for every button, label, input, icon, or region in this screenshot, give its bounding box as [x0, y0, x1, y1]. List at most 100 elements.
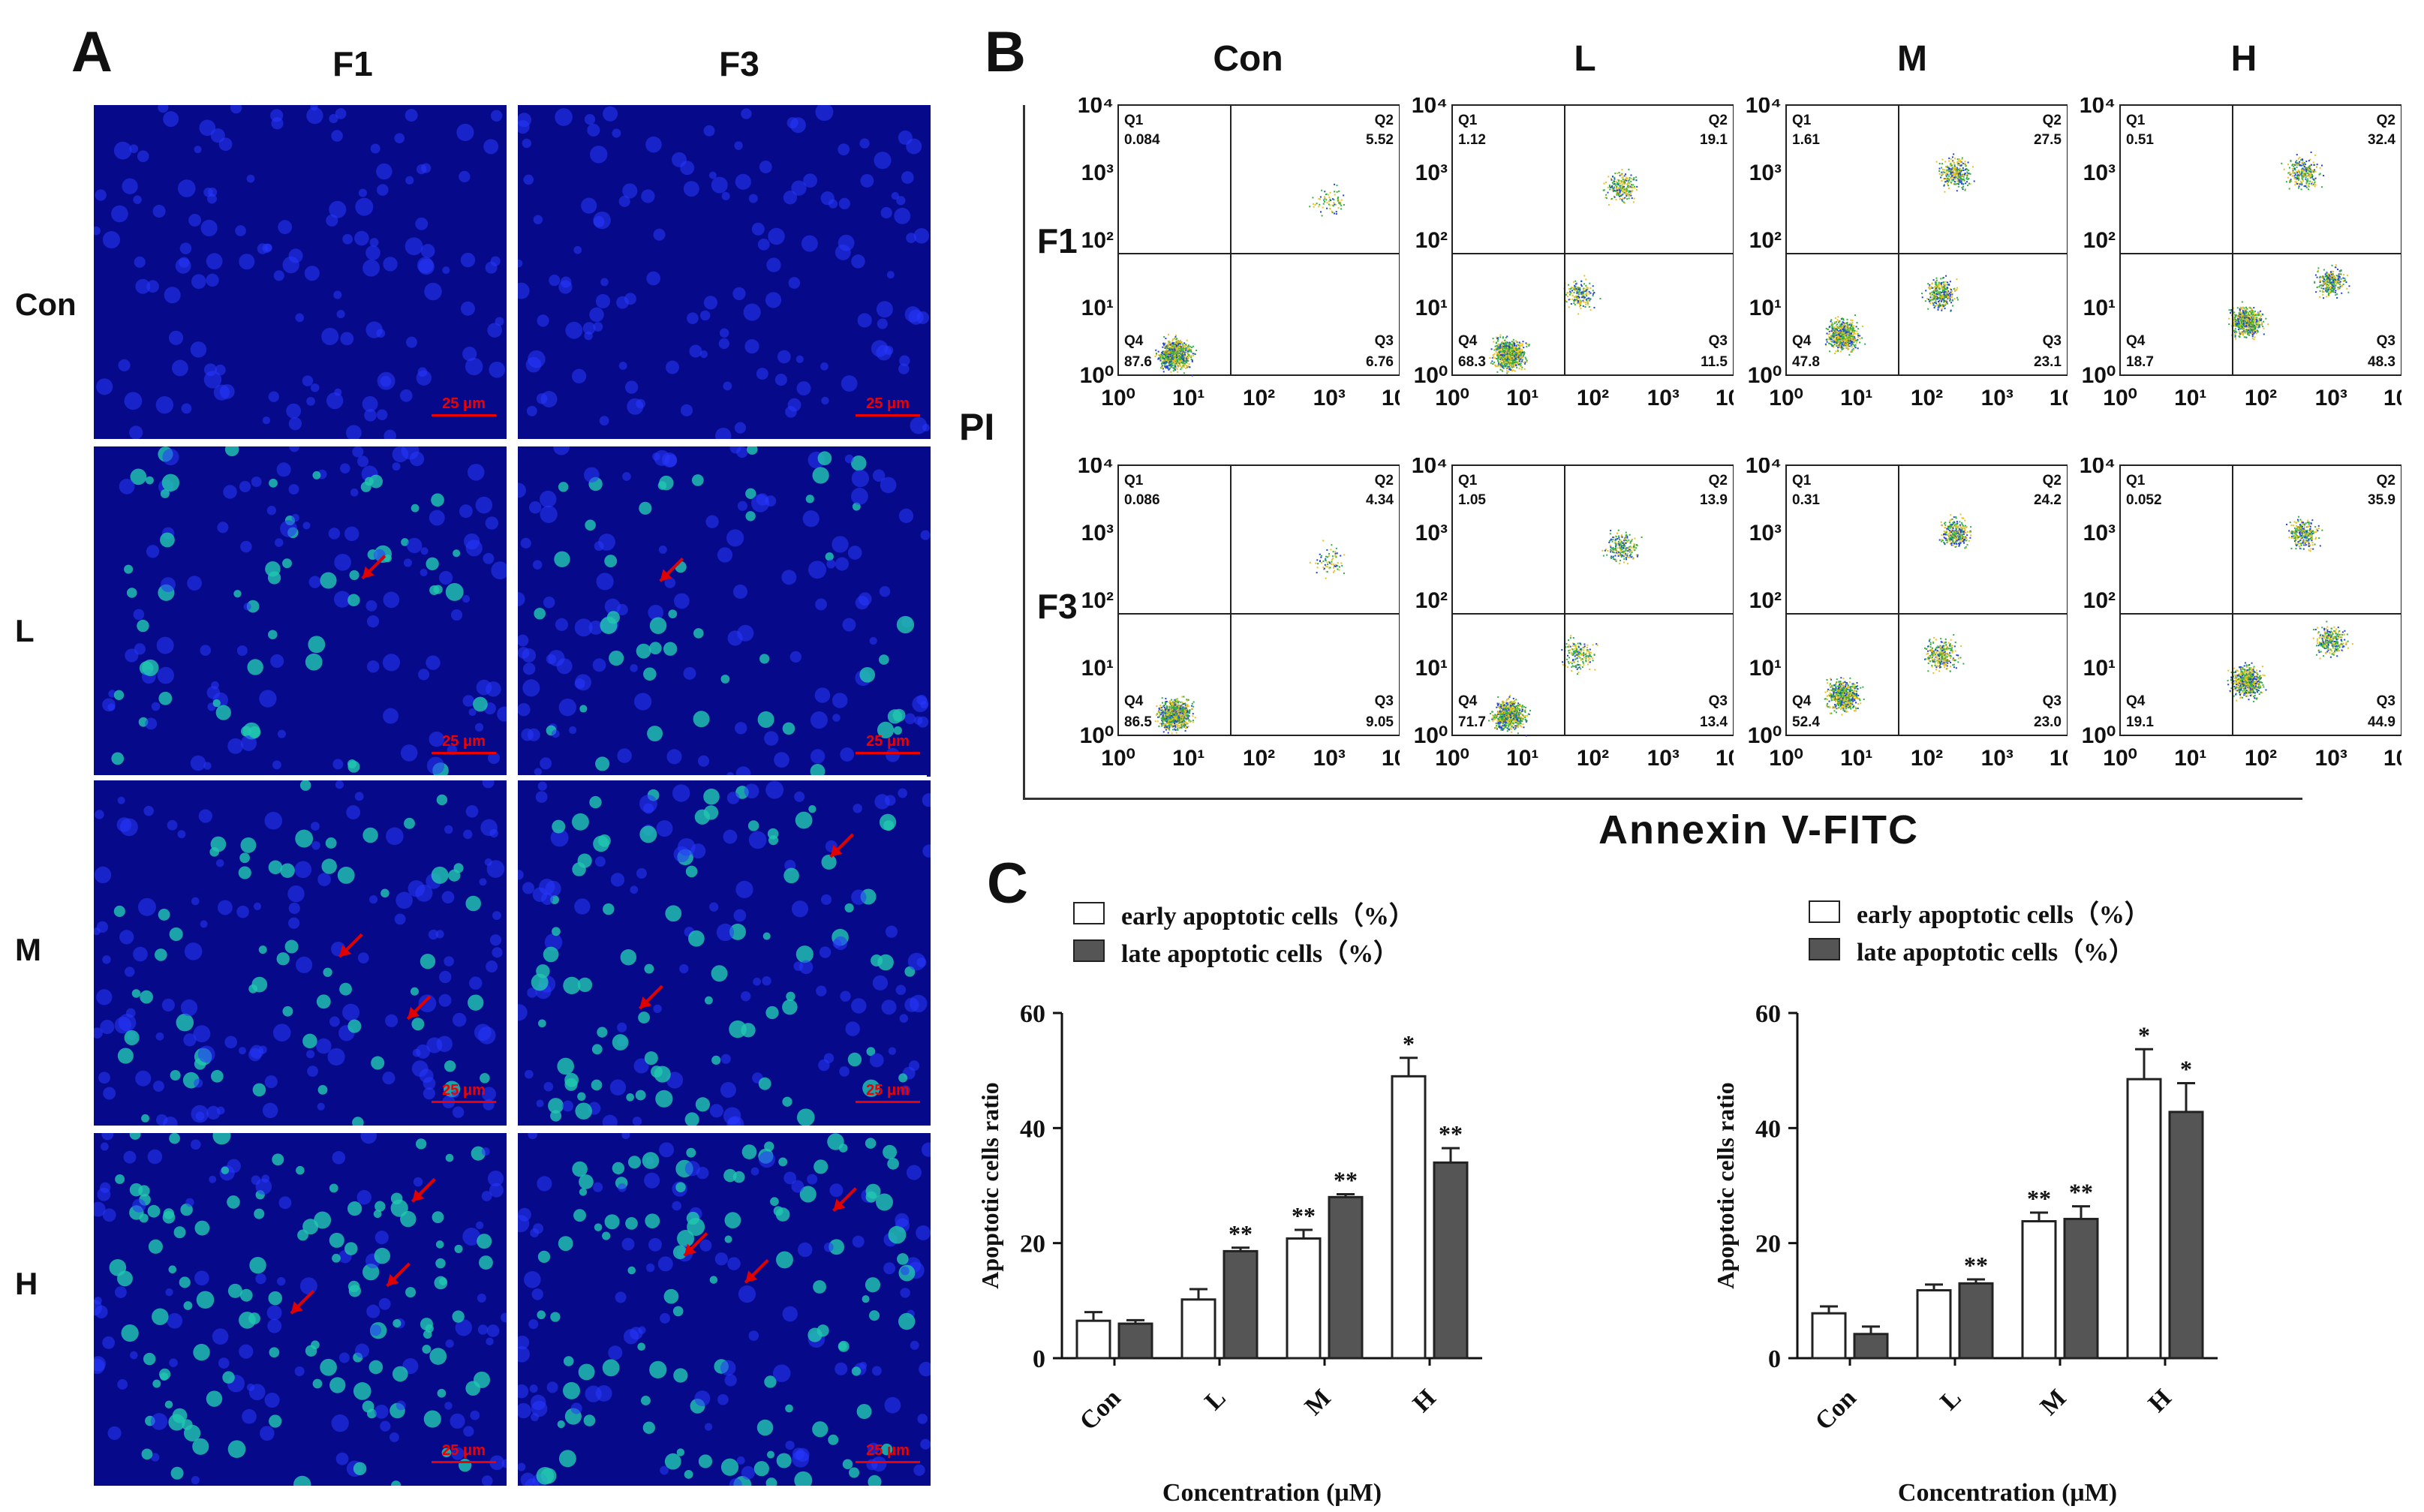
y-tick-label: 10⁴: [1078, 458, 1114, 478]
y-tick-label: 10²: [1415, 588, 1448, 613]
y-tick-label: 10³: [2083, 521, 2116, 546]
bar-early: [1916, 1289, 1952, 1360]
micrograph-h-f3: [518, 1133, 931, 1486]
micrograph-h-f1: [94, 1133, 507, 1486]
bar-late: [1223, 1249, 1259, 1360]
y-tick-label: 10³: [1749, 161, 1782, 185]
bar-late: [1117, 1322, 1153, 1360]
legend-swatch-early: [1809, 900, 1840, 923]
x-tick-label: L: [1935, 1384, 1966, 1415]
y-axis-label: Apoptotic cells ratio: [976, 1082, 1003, 1289]
x-tick-label: Con: [1810, 1384, 1862, 1435]
quadrant-label-q3: Q3: [1709, 693, 1728, 709]
x-tick-label: H: [1408, 1384, 1442, 1417]
quadrant-value-q3: 11.5: [1701, 354, 1728, 370]
micrograph-l-f1: [94, 446, 507, 777]
x-tick-label: 10²: [1577, 386, 1609, 410]
red-arrow-icon: [744, 1258, 769, 1284]
quadrant-value-q1: 0.084: [1124, 132, 1160, 148]
scale-bar-label: 25 μm: [866, 1082, 910, 1099]
micrograph-l-f3: [518, 446, 931, 777]
x-tick-label: 10⁰: [2103, 386, 2137, 410]
y-tick-label: 10¹: [1749, 656, 1782, 681]
legend-label-early: early apoptotic cells（%）: [1857, 900, 2150, 929]
scale-bar-label: 25 μm: [866, 395, 910, 412]
chart-legend-left: early apoptotic cells（%） late apoptotic …: [1073, 894, 1415, 969]
x-tick-label: 10³: [1313, 386, 1346, 410]
quadrant-value-q2: 32.4: [2368, 132, 2395, 148]
legend-swatch-early: [1073, 902, 1105, 924]
y-tick-label: 10⁰: [2082, 723, 2116, 748]
red-arrow-icon: [829, 833, 854, 858]
y-tick-label: 20: [1755, 1231, 1781, 1258]
micrograph-m-f1: [94, 780, 507, 1126]
grid-divider: [90, 775, 927, 780]
flow-bottom-bracket: [1023, 798, 2302, 800]
quadrant-value-q3: 13.4: [1700, 714, 1728, 730]
y-tick-label: 10²: [1749, 588, 1782, 613]
panel-a-row-m: M: [15, 932, 41, 967]
bar-early: [1391, 1075, 1427, 1360]
x-tick-label: 10¹: [1840, 746, 1872, 771]
significance-mark: **: [2069, 1179, 2093, 1206]
bar-late: [2063, 1217, 2099, 1360]
flow-row-f3: F3: [1037, 587, 1078, 626]
y-tick-label: 10²: [1081, 228, 1114, 253]
x-tick-label: 10¹: [1172, 386, 1204, 410]
x-tick-label: 10³: [1981, 386, 2013, 410]
quadrant-value-q4: 52.4: [1792, 714, 1820, 730]
significance-mark: **: [1439, 1120, 1463, 1147]
legend-label-early: early apoptotic cells（%）: [1121, 902, 1415, 930]
legend-label-late: late apoptotic cells（%）: [1121, 939, 1400, 968]
legend-swatch-late: [1073, 939, 1105, 962]
quadrant-label-q1: Q1: [1124, 113, 1144, 128]
y-tick-label: 10⁴: [2080, 458, 2116, 478]
x-tick-label: 10¹: [1506, 746, 1538, 771]
panel-a-column-f3: F3: [719, 44, 759, 83]
x-tick-label: 10¹: [2174, 386, 2206, 410]
y-tick-label: 10³: [1081, 161, 1114, 185]
x-tick-label: 10²: [1243, 746, 1275, 771]
flow-left-bracket: [1023, 105, 1025, 799]
x-axis-label: Concentration (μM): [1898, 1479, 2117, 1507]
y-tick-label: 10⁴: [1412, 98, 1448, 118]
quadrant-label-q3: Q3: [1375, 693, 1394, 709]
x-tick-label: 10⁰: [1101, 386, 1135, 410]
panel-a-row-con: Con: [15, 287, 77, 322]
flow-row-f1: F1: [1037, 221, 1078, 260]
x-tick-label: M: [1300, 1384, 1337, 1420]
y-tick-label: 10⁰: [2082, 363, 2116, 388]
scale-bar-line: [856, 752, 920, 754]
x-tick-label: 10⁴: [1382, 746, 1400, 771]
quadrant-label-q2: Q2: [2377, 473, 2395, 488]
x-tick-label: 10⁰: [1101, 746, 1135, 771]
quadrant-value-q3: 6.76: [1366, 354, 1394, 370]
x-tick-label: 10⁰: [2103, 746, 2137, 771]
y-tick-label: 10¹: [1081, 296, 1114, 320]
quadrant-value-q2: 35.9: [2368, 492, 2395, 508]
quadrant-label-q4: Q4: [1792, 693, 1812, 709]
significance-mark: **: [1964, 1252, 1988, 1279]
red-arrow-icon: [361, 555, 386, 580]
scale-bar: 25 μm: [432, 1082, 496, 1103]
y-tick-label: 10³: [1415, 521, 1448, 546]
x-tick-label: 10⁰: [1769, 386, 1803, 410]
red-arrow-icon: [832, 1187, 857, 1212]
quadrant-label-q2: Q2: [1375, 473, 1394, 488]
x-tick-label: 10⁴: [2050, 746, 2068, 771]
quadrant-value-q2: 19.1: [1700, 132, 1728, 148]
panel-a-column-f1: F1: [332, 44, 373, 83]
x-tick-label: 10¹: [1840, 386, 1872, 410]
y-tick-label: 10¹: [2083, 296, 2116, 320]
quadrant-label-q1: Q1: [1458, 473, 1478, 488]
scale-bar-line: [432, 414, 496, 416]
scale-bar-label: 25 μm: [442, 395, 486, 412]
x-tick-label: 10²: [2245, 746, 2277, 771]
x-tick-label: 10⁰: [1435, 746, 1469, 771]
bar-early: [2126, 1078, 2162, 1360]
